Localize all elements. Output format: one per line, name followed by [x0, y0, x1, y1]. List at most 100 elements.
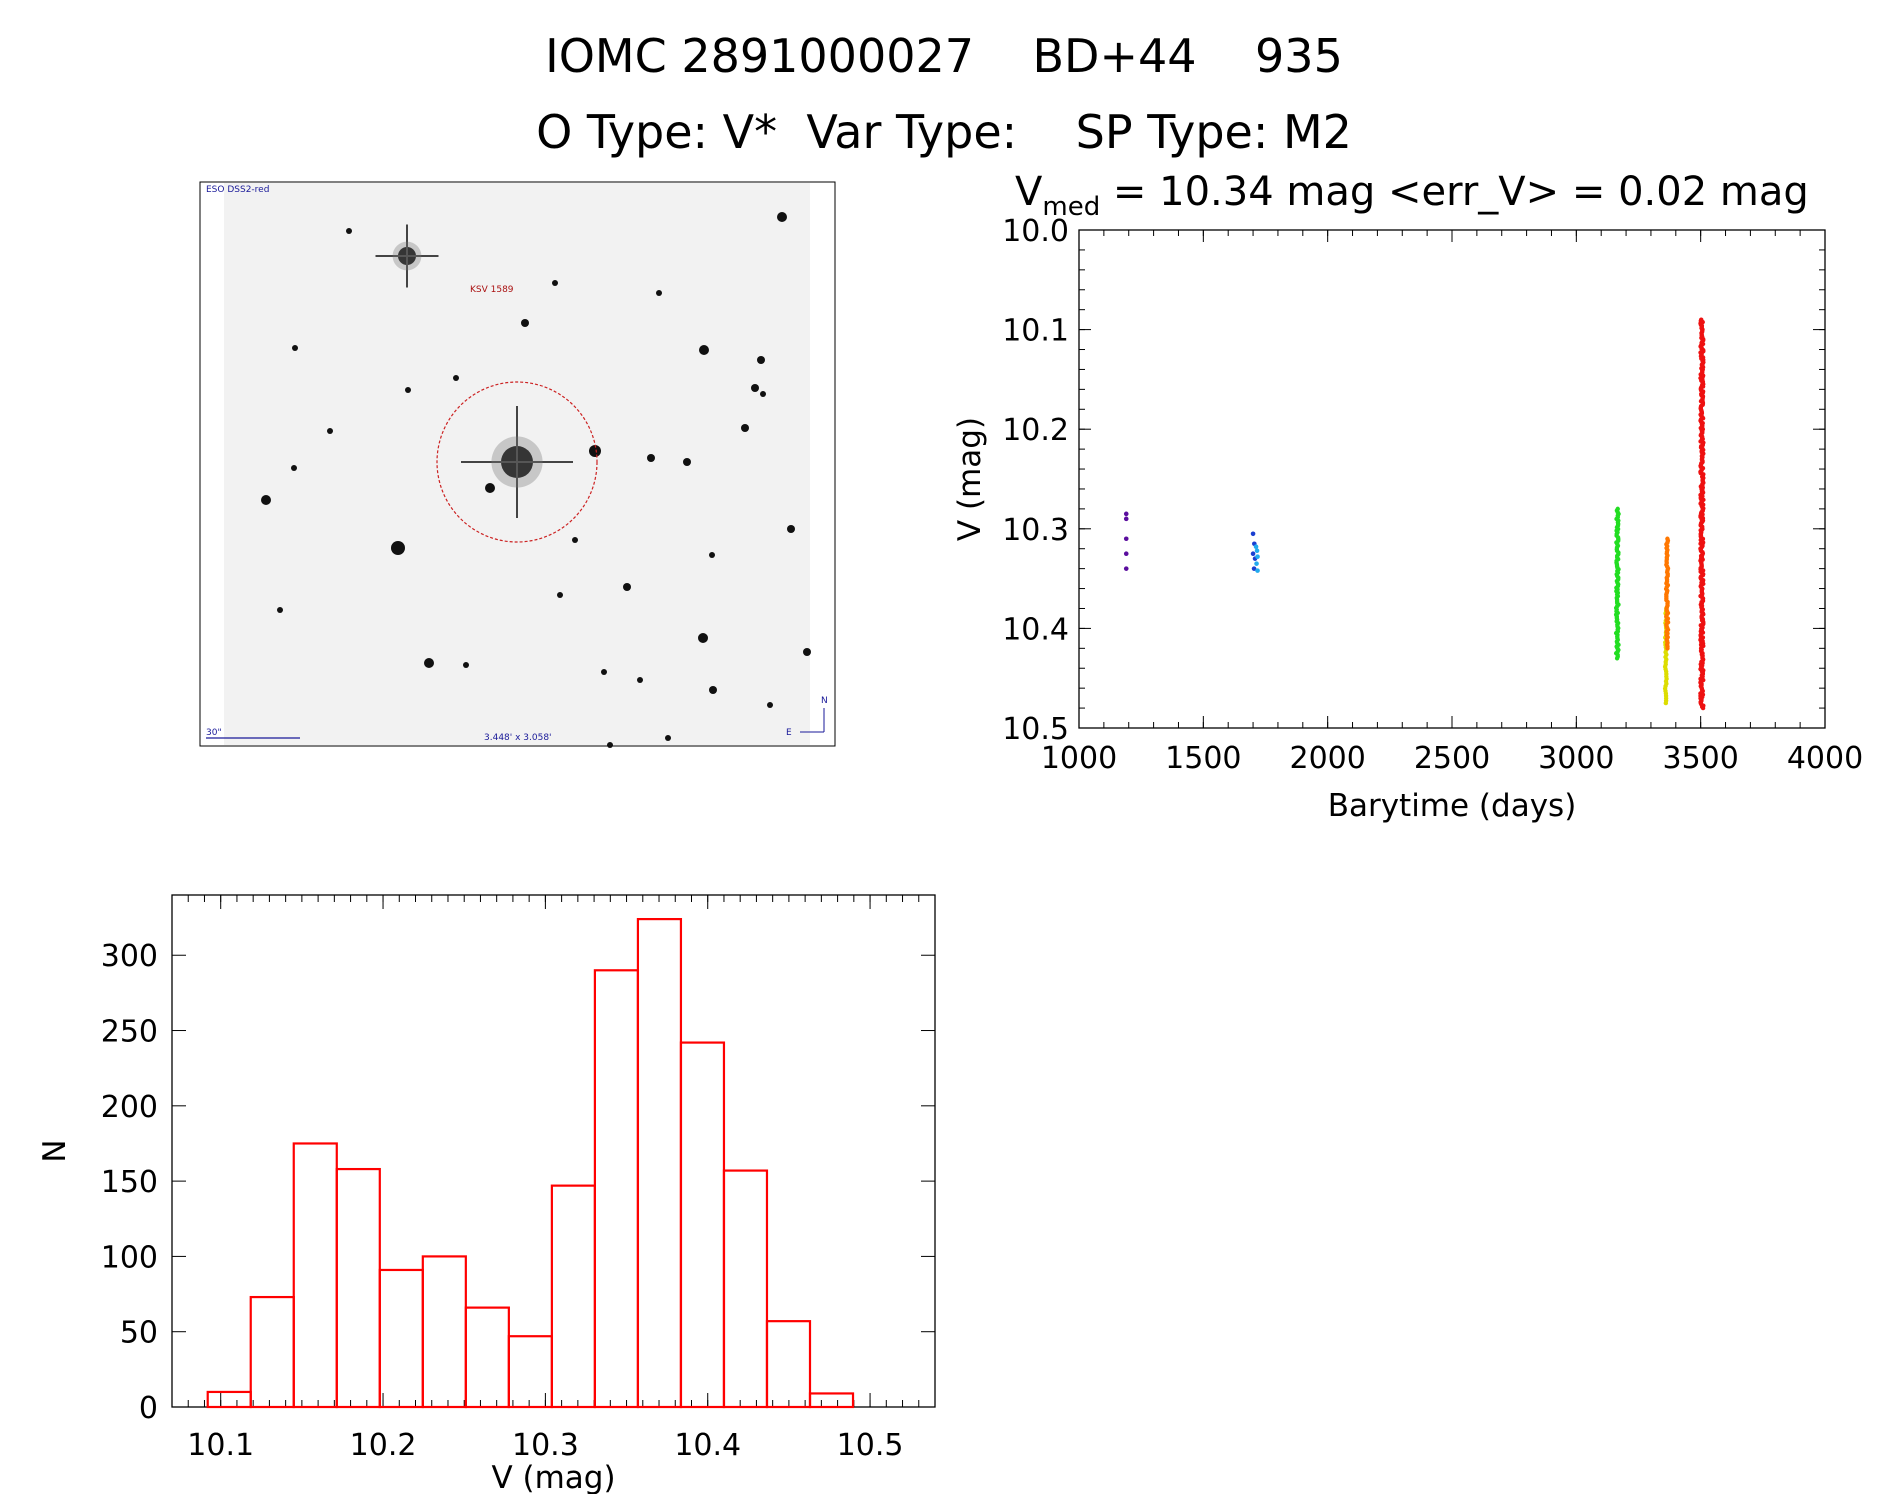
lc-data-point — [1123, 536, 1129, 542]
star-marker — [656, 290, 662, 296]
star-marker — [291, 465, 297, 471]
star-marker — [741, 424, 749, 432]
lc-data-point — [1254, 548, 1260, 554]
hist-ytick-label: 0 — [139, 1391, 158, 1426]
star-marker — [683, 458, 691, 466]
lc-data-point — [1250, 531, 1256, 537]
hist-bar — [335, 1167, 381, 1409]
star-marker — [601, 669, 607, 675]
hist-bar — [464, 1306, 510, 1409]
star-marker — [424, 658, 434, 668]
lc-title-main: V — [1015, 169, 1043, 215]
lc-data-point — [1254, 561, 1259, 566]
survey-label: ESO DSS2-red — [206, 185, 269, 195]
lc-data-point — [1700, 705, 1706, 711]
histogram-chart: 10.1 10.2 10.3 10.4 10.5 0 50 100 150 200 250 300 V … — [37, 894, 936, 1494]
lc-ytick-label: 10.5 — [1002, 712, 1069, 747]
star-marker — [463, 662, 469, 668]
star-marker — [521, 319, 529, 327]
fov-label: 3.448' x 3.058' — [484, 733, 552, 743]
lc-data-point — [1123, 551, 1129, 556]
lc-data-point — [1665, 646, 1670, 651]
star-halo — [392, 241, 422, 271]
star-marker — [623, 583, 631, 591]
star-marker — [405, 387, 411, 393]
star-marker — [346, 228, 352, 234]
hist-ytick-label: 200 — [101, 1090, 158, 1125]
star-field — [261, 212, 811, 748]
star-marker — [647, 454, 655, 462]
hist-ytick-label: 50 — [120, 1316, 158, 1351]
star-marker — [698, 633, 708, 643]
star-marker — [709, 686, 717, 694]
lc-data-point — [1253, 544, 1259, 550]
star-marker — [557, 592, 563, 598]
star-marker — [637, 677, 643, 683]
hist-bar — [679, 1041, 726, 1409]
lc-xtick-label: 1500 — [1165, 741, 1241, 776]
lc-ytick-label: 10.2 — [1002, 413, 1069, 448]
hist-xtick-label: 10.1 — [187, 1428, 254, 1463]
star-marker — [292, 345, 298, 351]
star-marker — [485, 483, 495, 493]
star-marker — [552, 280, 558, 286]
lc-title-sub: med — [1042, 192, 1100, 222]
star-marker — [767, 702, 773, 708]
compass-icon: N E — [786, 696, 828, 738]
star-marker — [453, 375, 459, 381]
star-marker — [709, 552, 715, 558]
star-marker — [803, 648, 811, 656]
star-marker — [607, 742, 613, 748]
star-marker — [327, 428, 333, 434]
lc-title: Vmed = 10.34 mag <err_V> = 0.02 mag — [1015, 169, 1809, 222]
lc-ytick-label: 10.0 — [1002, 214, 1069, 249]
lc-xtick-label: 3500 — [1662, 741, 1738, 776]
lc-data-point — [1255, 568, 1260, 573]
star-marker — [787, 525, 795, 533]
header-subtitle: O Type: V* Var Type: SP Type: M2 — [536, 105, 1352, 159]
sky-image-panel: ESO DSS2-red KSV 1589 30" 3.448' x 3.058… — [199, 181, 836, 748]
hist-ytick-label: 300 — [101, 939, 158, 974]
lc-data-point — [1123, 566, 1129, 571]
lc-ytick-label: 10.4 — [1002, 612, 1069, 647]
hist-xlabel: V (mag) — [491, 1460, 615, 1494]
hist-xtick-label: 10.3 — [512, 1428, 579, 1463]
hist-bar — [808, 1392, 855, 1409]
lc-xtick-label: 2000 — [1289, 741, 1365, 776]
hist-bar — [636, 917, 683, 1409]
hist-bar — [722, 1169, 769, 1409]
star-marker — [777, 212, 787, 222]
star-marker — [391, 541, 405, 555]
lc-data-point — [1251, 566, 1257, 571]
star-marker — [760, 391, 766, 397]
hist-xtick-label: 10.5 — [837, 1428, 904, 1463]
lc-xtick-label: 1000 — [1041, 741, 1117, 776]
hist-bar — [593, 969, 640, 1409]
star-marker — [699, 345, 709, 355]
lc-data-point — [1123, 511, 1129, 517]
lc-ylabel: V (mag) — [952, 417, 988, 541]
lc-xtick-label: 4000 — [1787, 741, 1863, 776]
lc-data-point — [1255, 554, 1260, 559]
star-marker — [757, 356, 765, 364]
east-label: E — [786, 728, 792, 738]
hist-xtick-label: 10.2 — [350, 1428, 417, 1463]
hist-bar — [378, 1268, 424, 1409]
hist-xtick-label: 10.4 — [674, 1428, 741, 1463]
hist-ylabel: N — [37, 1139, 73, 1162]
lc-data-point — [1663, 700, 1669, 706]
star-marker — [261, 495, 271, 505]
star-marker — [665, 735, 671, 741]
object-label: KSV 1589 — [470, 285, 514, 295]
star-marker — [589, 445, 601, 457]
star-halo — [491, 436, 543, 488]
header-title: IOMC 2891000027 BD+44 935 — [545, 29, 1343, 83]
lc-ytick-label: 10.3 — [1002, 513, 1069, 548]
hist-bar — [550, 1184, 596, 1409]
lc-title-rest: = 10.34 mag <err_V> = 0.02 mag — [1100, 169, 1809, 215]
hist-bar — [421, 1255, 467, 1409]
hist-bar — [765, 1320, 812, 1409]
hist-ytick-label: 100 — [101, 1240, 158, 1275]
